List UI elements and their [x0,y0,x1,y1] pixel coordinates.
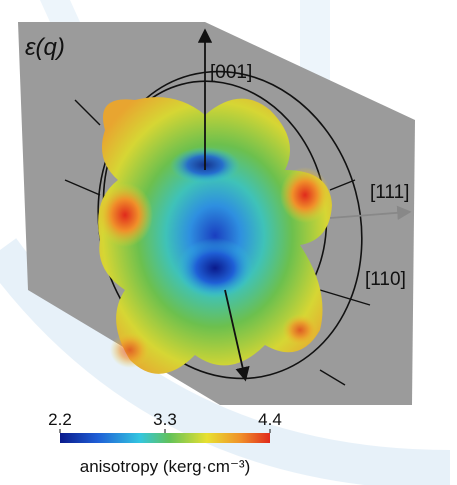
colorbar-tick-label: 4.4 [258,410,282,429]
direction-label: [110] [365,269,406,290]
figure: ε(q) [001] [111] [110] anisotropy (kerg·… [0,0,457,485]
direction-label: [111] [370,182,409,203]
colorbar-tick-label: 2.2 [48,410,72,429]
colorbar-label: anisotropy (kerg·cm⁻³) [80,457,251,476]
colorbar [60,433,270,443]
figure-title: ε(q) [25,34,65,61]
direction-label: [001] [210,62,252,83]
colorbar-tick-label: 3.3 [153,410,177,429]
